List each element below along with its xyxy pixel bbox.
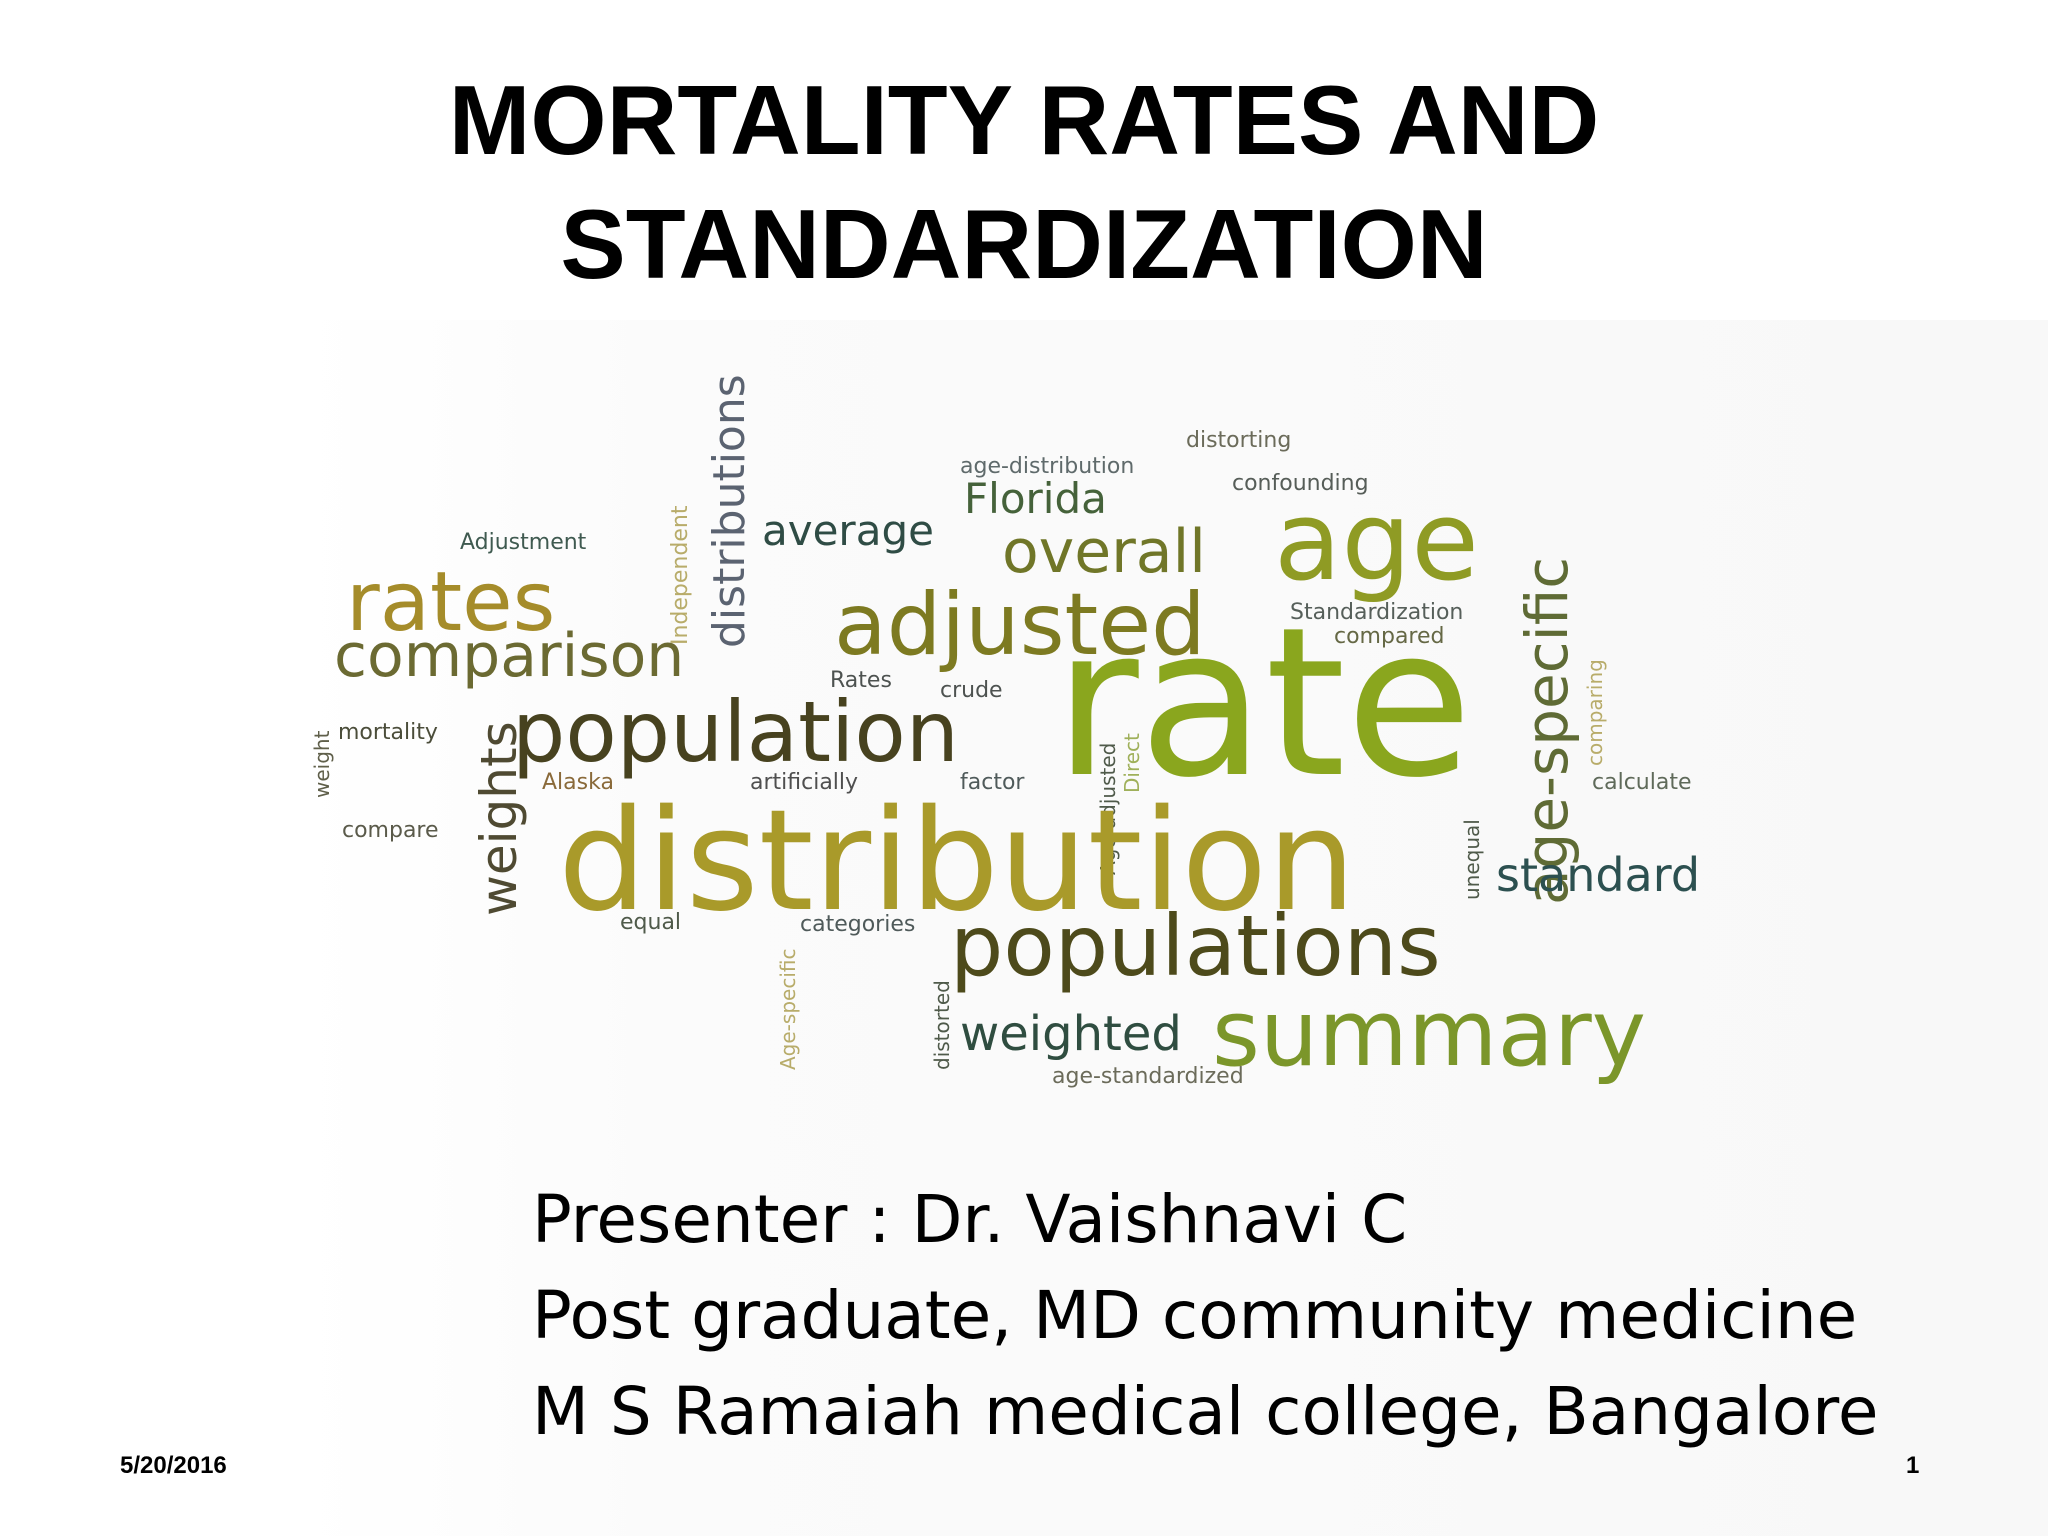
word-crude: crude [940, 678, 1003, 703]
word-rates-small: Rates [830, 668, 892, 693]
word-overall: overall [1002, 517, 1206, 587]
presenter-name: Presenter : Dr. Vaishnavi C [532, 1181, 1408, 1258]
word-age: age [1274, 477, 1479, 605]
word-populations: populations [950, 897, 1441, 995]
word-artificially: artificially [750, 770, 859, 795]
title-line-1: MORTALITY RATES AND [448, 65, 1600, 175]
presenter-designation: Post graduate, MD community medicine [532, 1277, 1858, 1354]
word-age-standardized: age-standardized [1052, 1064, 1244, 1089]
word-compared: compared [1334, 624, 1445, 649]
word-age-distribution: age-distribution [960, 454, 1135, 479]
word-calculate: calculate [1592, 770, 1692, 795]
word-mortality: mortality [338, 720, 438, 745]
word-comparing: comparing [1583, 659, 1607, 766]
title-line-2: STANDARDIZATION [560, 189, 1488, 299]
background-panel [300, 320, 2048, 1536]
word-weighted: weighted [960, 1006, 1182, 1062]
word-standard: standard [1496, 848, 1701, 902]
word-weight: weight [310, 730, 334, 798]
word-distributions: distributions [704, 374, 755, 648]
word-florida: Florida [964, 474, 1107, 523]
word-comparison: comparison [334, 621, 685, 691]
slide-number: 1 [1906, 1452, 1920, 1479]
word-age-specific-small: Age-specific [776, 948, 800, 1070]
word-rates: rates [346, 555, 556, 650]
word-compare: compare [342, 818, 439, 843]
word-confounding: confounding [1232, 471, 1369, 496]
word-distribution: distribution [558, 780, 1356, 943]
word-adjustment: Adjustment [460, 530, 587, 555]
word-unequal: unequal [1460, 819, 1484, 900]
word-alaska: Alaska [542, 770, 614, 795]
word-categories: categories [800, 912, 916, 937]
word-distorted: distorted [930, 980, 954, 1070]
word-average: average [762, 506, 934, 555]
word-summary: summary [1212, 980, 1647, 1087]
word-population: population [512, 683, 959, 781]
presenter-block: Presenter : Dr. Vaishnavi C Post graduat… [532, 1172, 1878, 1460]
slide-title: MORTALITY RATES AND STANDARDIZATION [0, 58, 2048, 306]
word-adjusted: adjusted [834, 575, 1206, 675]
presenter-institution: M S Ramaiah medical college, Bangalore [532, 1373, 1879, 1450]
word-standardization: Standardization [1290, 600, 1464, 625]
word-equal: equal [620, 910, 682, 935]
footer-date: 5/20/2016 [120, 1452, 227, 1479]
word-cloud-image: distributions Independent age-specific c… [300, 300, 1800, 1100]
word-factor: factor [960, 770, 1025, 795]
word-distorting: distorting [1186, 428, 1292, 453]
word-rate: rate [1054, 583, 1473, 823]
